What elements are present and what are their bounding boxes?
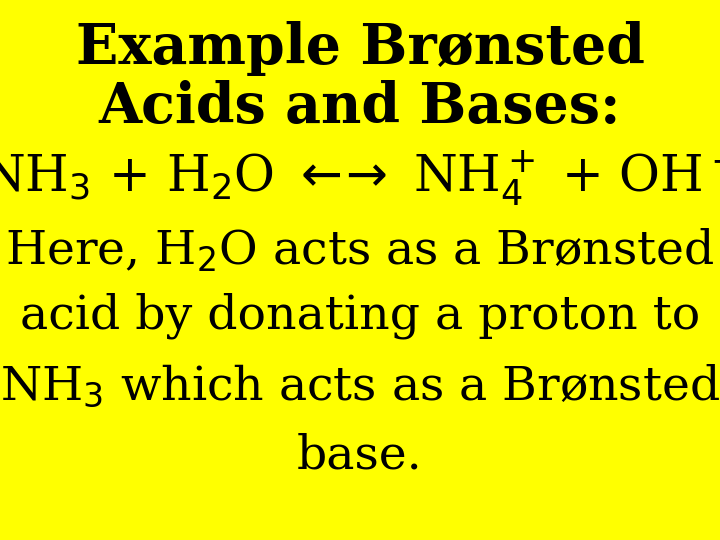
- Text: Example Brønsted: Example Brønsted: [76, 21, 644, 76]
- Text: Acids and Bases:: Acids and Bases:: [99, 80, 621, 136]
- Text: Here, H$_2$O acts as a Brønsted: Here, H$_2$O acts as a Brønsted: [5, 227, 715, 275]
- Text: base.: base.: [297, 434, 423, 479]
- Text: NH$_3$ + H$_2$O $\leftarrow\!\!\rightarrow$ NH$_4^+$ + OH$^-$: NH$_3$ + H$_2$O $\leftarrow\!\!\rightarr…: [0, 149, 720, 207]
- Text: acid by donating a proton to: acid by donating a proton to: [20, 293, 700, 339]
- Text: NH$_3$ which acts as a Brønsted: NH$_3$ which acts as a Brønsted: [0, 363, 720, 409]
